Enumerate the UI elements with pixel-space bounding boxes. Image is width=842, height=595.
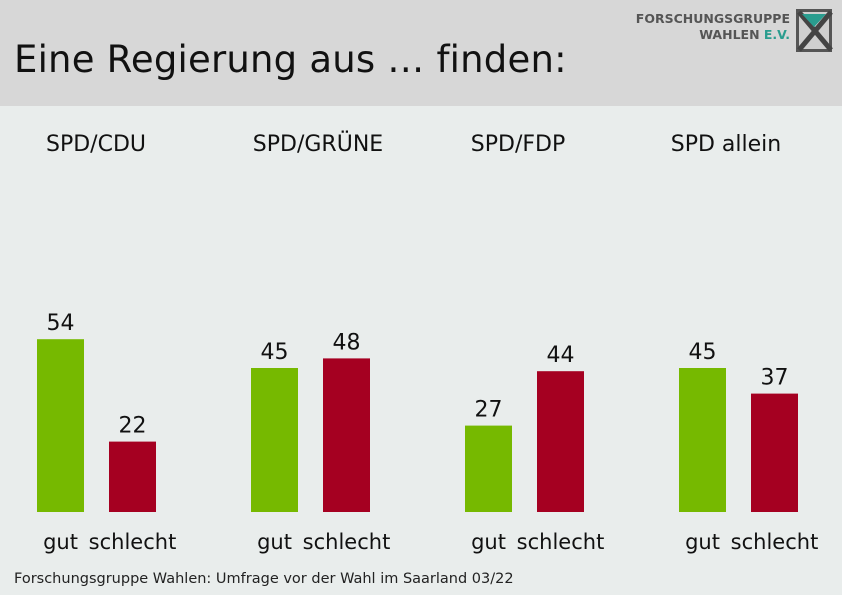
bar-category-label: schlecht (89, 530, 177, 554)
logo-line-2-name: WAHLEN (699, 27, 760, 42)
data-label: 48 (333, 330, 361, 355)
bar-gut (679, 368, 726, 512)
logo-x-icon (796, 9, 833, 52)
logo-ev: E.V. (763, 27, 790, 42)
data-label: 54 (47, 311, 75, 336)
bar-schlecht (537, 371, 584, 512)
source-note: Forschungsgruppe Wahlen: Umfrage vor der… (14, 571, 514, 587)
logo-line-2: WAHLEN E.V. (636, 27, 790, 43)
bar-schlecht (109, 441, 156, 512)
bar-gut (251, 368, 298, 512)
bar-schlecht (751, 393, 798, 512)
bar-category-label: schlecht (303, 530, 391, 554)
bar-category-label: schlecht (517, 530, 605, 554)
group-label: SPD allein (670, 132, 782, 157)
data-label: 27 (475, 398, 503, 423)
logo-line-1: FORSCHUNGSGRUPPE (635, 11, 790, 26)
page-title: Eine Regierung aus … finden: (14, 38, 567, 81)
bar-gut (465, 425, 512, 512)
bar-category-label: schlecht (731, 530, 819, 554)
bar-chart: 54 gut 22 schlecht 45 gut 48 schlecht 27 gut 44 sch… (37, 311, 819, 554)
data-label: 37 (761, 366, 789, 391)
group-label: SPD/FDP (470, 132, 566, 157)
bar-category-label: gut (471, 530, 506, 554)
data-label: 45 (689, 340, 717, 365)
group-label: SPD/CDU (46, 132, 146, 157)
bar-category-label: gut (685, 530, 720, 554)
bar-schlecht (323, 358, 370, 512)
bar-category-label: gut (43, 530, 78, 554)
logo-text: FORSCHUNGSGRUPPE WAHLEN E.V. (636, 11, 790, 43)
header-band: Eine Regierung aus … finden: FORSCHUNGSG… (0, 0, 842, 106)
data-label: 22 (119, 414, 147, 439)
data-label: 44 (547, 343, 575, 368)
bar-category-label: gut (257, 530, 292, 554)
data-label: 45 (261, 340, 289, 365)
group-label: SPD/GRÜNE (252, 132, 384, 157)
bar-gut (37, 339, 84, 512)
